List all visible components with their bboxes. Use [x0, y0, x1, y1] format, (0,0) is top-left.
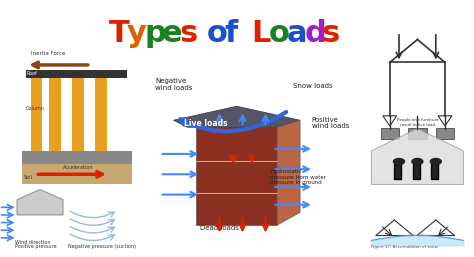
FancyBboxPatch shape — [72, 78, 84, 151]
FancyBboxPatch shape — [26, 70, 128, 78]
Text: o: o — [269, 19, 290, 48]
Text: Hydrostatic
pressure from water
pressure in ground: Hydrostatic pressure from water pressure… — [270, 169, 326, 186]
Text: Dead loads: Dead loads — [200, 225, 239, 231]
Text: Figure 17: Accumulation of snow: Figure 17: Accumulation of snow — [371, 245, 438, 250]
FancyBboxPatch shape — [31, 78, 42, 151]
Circle shape — [412, 159, 423, 164]
Text: y: y — [127, 19, 146, 48]
Polygon shape — [17, 189, 63, 215]
FancyBboxPatch shape — [197, 127, 277, 225]
FancyBboxPatch shape — [22, 151, 132, 164]
Polygon shape — [173, 106, 300, 127]
FancyBboxPatch shape — [95, 78, 107, 151]
Text: Negative pressure (suction): Negative pressure (suction) — [68, 244, 136, 250]
Text: Wind direction: Wind direction — [15, 240, 50, 245]
Text: T: T — [109, 19, 130, 48]
Polygon shape — [371, 128, 464, 185]
FancyBboxPatch shape — [49, 78, 61, 151]
Text: Positive
wind loads: Positive wind loads — [311, 116, 349, 130]
Text: Snow loads: Snow loads — [293, 83, 333, 89]
Polygon shape — [383, 116, 397, 126]
FancyBboxPatch shape — [394, 164, 401, 179]
Text: p: p — [144, 19, 166, 48]
Text: Inertia Force: Inertia Force — [31, 51, 65, 56]
Text: o: o — [207, 19, 228, 48]
Text: Positive pressure: Positive pressure — [15, 244, 56, 250]
Circle shape — [393, 159, 404, 164]
FancyBboxPatch shape — [431, 164, 438, 179]
Text: Column: Column — [26, 106, 45, 111]
FancyBboxPatch shape — [22, 162, 132, 185]
Text: L: L — [252, 19, 271, 48]
Text: Soil: Soil — [24, 175, 33, 180]
Text: Negative
wind loads: Negative wind loads — [155, 78, 192, 91]
Text: s: s — [322, 19, 340, 48]
Text: Acceleration: Acceleration — [63, 165, 93, 170]
Polygon shape — [438, 116, 452, 126]
Text: d: d — [304, 19, 326, 48]
Text: People and furniture
result in live load: People and furniture result in live load — [397, 118, 438, 127]
Text: e: e — [162, 19, 182, 48]
FancyBboxPatch shape — [408, 128, 427, 139]
FancyBboxPatch shape — [413, 164, 419, 179]
Text: Roof: Roof — [26, 71, 37, 76]
Polygon shape — [277, 120, 300, 225]
Text: s: s — [179, 19, 197, 48]
Text: Live loads: Live loads — [184, 119, 228, 128]
Text: f: f — [224, 19, 237, 48]
FancyBboxPatch shape — [381, 128, 399, 139]
FancyBboxPatch shape — [436, 128, 454, 139]
Circle shape — [430, 159, 441, 164]
Text: a: a — [287, 19, 307, 48]
